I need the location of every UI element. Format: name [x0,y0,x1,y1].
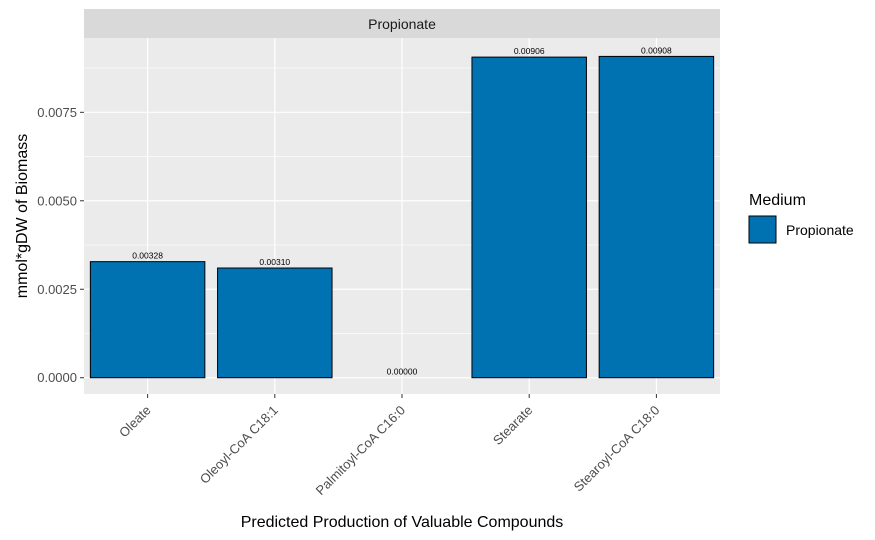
x-axis: Oleate Oleoyl-CoA C18:1 Palmitoyl-CoA C16:… [116,394,663,498]
bar [598,55,715,379]
y-tick-label: 0.0050 [37,193,77,208]
bar [217,267,333,379]
bar [89,261,206,379]
y-tick-label: 0.0075 [37,105,77,120]
bars [89,55,715,379]
data-label: 0.00310 [259,257,290,267]
bar [471,56,587,379]
x-tick-label: Oleoyl-CoA C18:1 [197,403,281,487]
legend: Medium Propionate [748,192,854,244]
x-tick-label: Palmitoyl-CoA C16:0 [313,403,408,498]
legend-key-propionate [748,215,777,244]
x-tick-label: Oleate [116,403,154,441]
facet-strip-label: Propionate [368,16,436,32]
data-labels: 0.00328 0.00310 0.00000 0.00906 0.00908 [132,45,672,376]
legend-label-propionate: Propionate [786,222,854,238]
data-label: 0.00906 [514,46,545,56]
x-tick-label: Stearoyl-CoA C18:0 [571,403,663,495]
x-tick-label: Stearate [490,403,535,448]
y-tick-label: 0.0025 [37,282,77,297]
legend-title: Medium [749,192,806,209]
x-axis-title: Predicted Production of Valuable Compoun… [241,514,564,531]
y-axis-title: mmol*gDW of Biomass [14,134,31,298]
y-axis: 0.0000 0.0025 0.0050 0.0075 [37,105,84,385]
data-label: 0.00328 [132,251,163,261]
data-label: 0.00908 [641,45,672,55]
facet-strip [84,9,720,38]
data-label: 0.00000 [387,367,418,377]
y-tick-label: 0.0000 [37,370,77,385]
